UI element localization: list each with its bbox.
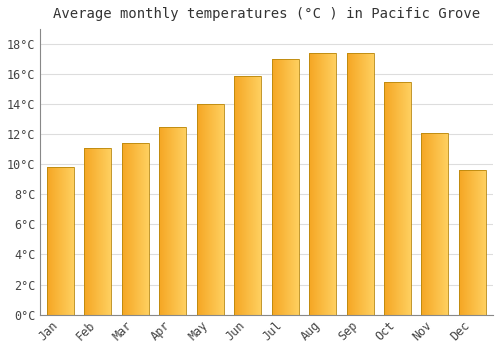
Bar	[46, 167, 74, 315]
Bar	[234, 76, 261, 315]
Bar	[309, 53, 336, 315]
Bar	[422, 133, 448, 315]
Bar	[196, 104, 224, 315]
Bar	[459, 170, 486, 315]
Bar	[159, 127, 186, 315]
Title: Average monthly temperatures (°C ) in Pacific Grove: Average monthly temperatures (°C ) in Pa…	[53, 7, 480, 21]
Bar	[272, 59, 298, 315]
Bar	[346, 53, 374, 315]
Bar	[84, 148, 111, 315]
Bar	[122, 143, 148, 315]
Bar	[384, 82, 411, 315]
